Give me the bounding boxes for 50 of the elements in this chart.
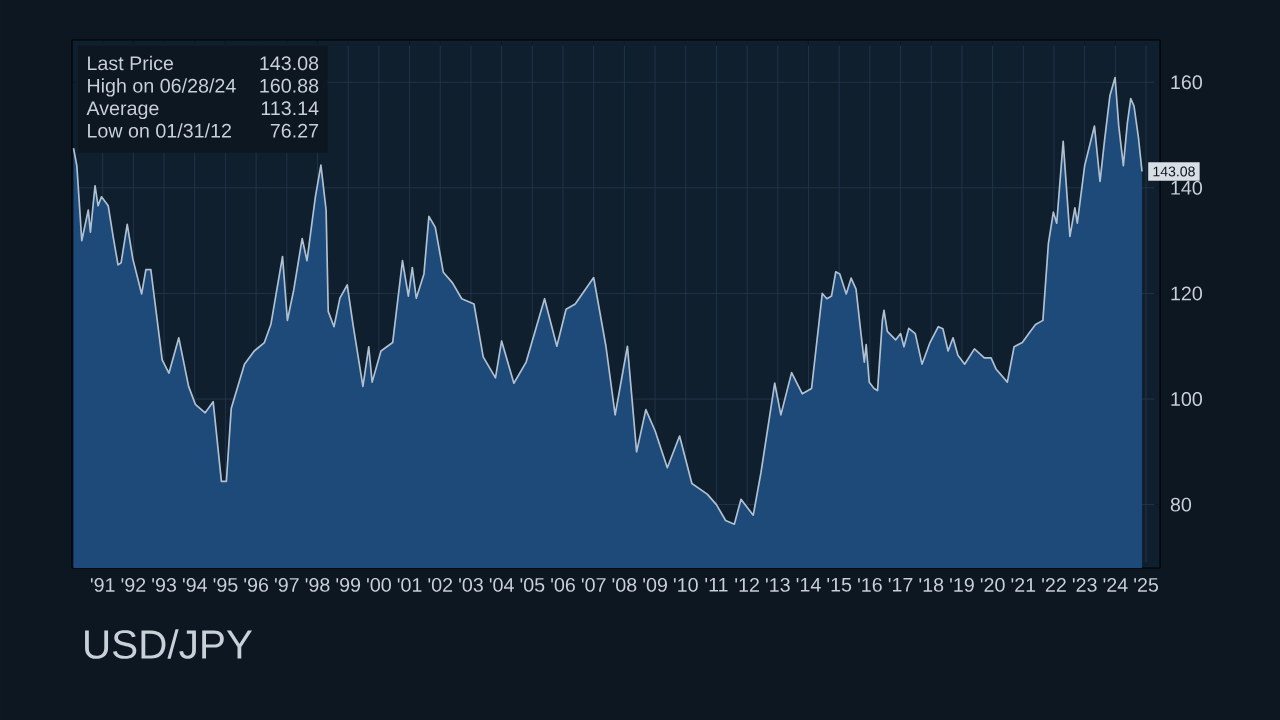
y-tick-label: 140	[1171, 180, 1203, 195]
x-tick-label: '07	[581, 577, 606, 592]
annotation: Average	[86, 101, 159, 120]
x-tick-label: '08	[612, 577, 637, 592]
x-tick-label: '91	[90, 577, 115, 592]
annotation: Last Price	[88, 55, 174, 71]
x-tick-label: '99	[336, 577, 361, 592]
x-tick-label: '16	[858, 577, 882, 592]
y-tick-label: 160	[1171, 75, 1203, 90]
x-tick-label: '00	[367, 577, 391, 592]
x-tick-label: '19	[950, 577, 974, 592]
x-tick-label: '03	[459, 577, 483, 592]
x-tick-label: '05	[520, 577, 545, 592]
x-tick-label: '95	[213, 577, 238, 592]
x-tick-label: '25	[1134, 577, 1159, 592]
x-tick-label: '09	[643, 577, 667, 592]
x-tick-label: '14	[796, 577, 821, 592]
x-tick-label: '11	[705, 577, 728, 592]
x-tick-label: '20	[980, 577, 1005, 592]
y-tick-label: 80	[1170, 497, 1192, 512]
x-tick-label: '24	[1103, 577, 1128, 592]
y-tick-label: 100	[1171, 392, 1203, 406]
text: USD/JPY	[85, 629, 253, 659]
x-tick-label: '13	[766, 577, 790, 592]
x-tick-label: '18	[919, 577, 944, 592]
annotation: 143.08	[260, 56, 319, 71]
x-tick-label: '96	[244, 577, 269, 592]
x-tick-label: '12	[735, 577, 759, 592]
x-tick-label: '98	[305, 577, 330, 592]
x-tick-label: '97	[275, 577, 299, 592]
annotation: 143.08	[1153, 166, 1195, 177]
x-tick-label: '17	[888, 577, 913, 592]
annotation: 113.14	[261, 101, 319, 116]
x-tick-label: '22	[1042, 577, 1066, 592]
annotation: High on 06/28/24	[88, 78, 236, 97]
x-tick-label: '93	[152, 577, 176, 592]
x-tick-label: '02	[428, 577, 453, 592]
x-tick-label: '10	[673, 577, 698, 592]
y-tick-label: 120	[1171, 286, 1203, 301]
annotation: 160.88	[260, 78, 319, 93]
x-tick-label: '01	[397, 577, 422, 592]
annotation: 76.27	[270, 123, 319, 138]
x-tick-label: '21	[1011, 577, 1036, 592]
x-tick-label: '92	[121, 577, 146, 592]
x-tick-label: '06	[551, 577, 575, 592]
annotation: Low on 01/31/12	[88, 123, 231, 138]
x-tick-label: '23	[1072, 577, 1097, 592]
x-tick-label: '15	[827, 577, 852, 592]
x-tick-label: '94	[182, 577, 207, 592]
x-tick-label: '04	[489, 577, 514, 592]
